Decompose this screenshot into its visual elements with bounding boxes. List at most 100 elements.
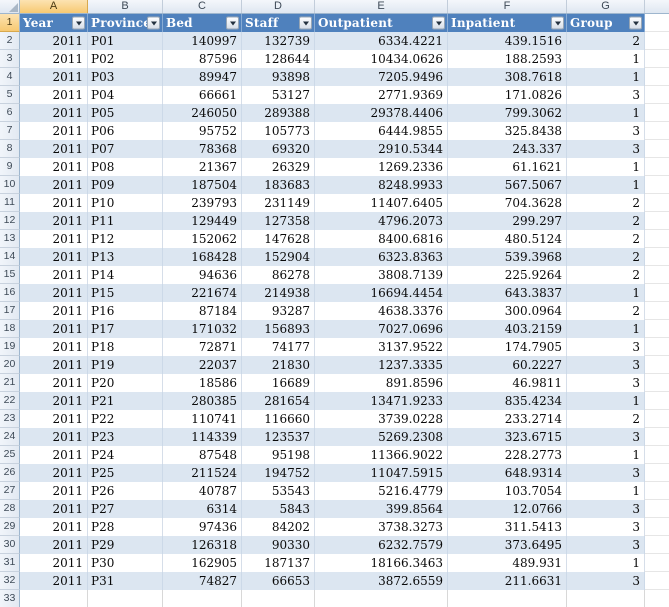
cell[interactable]: 1237.3335 (315, 356, 448, 374)
cell[interactable]: 140997 (163, 32, 242, 50)
cell[interactable]: 211.6631 (448, 572, 567, 590)
row-header-20[interactable]: 20 (0, 356, 20, 374)
cell[interactable]: 2011 (20, 320, 88, 338)
cell[interactable]: P21 (88, 392, 163, 410)
table-header-bed[interactable]: Bed (163, 14, 242, 32)
cell[interactable]: 22037 (163, 356, 242, 374)
cell[interactable]: 2011 (20, 194, 88, 212)
cell[interactable]: 308.7618 (448, 68, 567, 86)
row-header-30[interactable]: 30 (0, 536, 20, 554)
cell[interactable]: 3 (567, 140, 645, 158)
cell[interactable]: 480.5124 (448, 230, 567, 248)
cell[interactable]: 87184 (163, 302, 242, 320)
empty-cell[interactable] (645, 536, 669, 554)
cell[interactable]: 6314 (163, 500, 242, 518)
cell[interactable]: 87548 (163, 446, 242, 464)
cell[interactable]: 2 (567, 266, 645, 284)
cell[interactable]: 2011 (20, 518, 88, 536)
column-header-A[interactable]: A (20, 0, 88, 13)
cell[interactable]: 2011 (20, 554, 88, 572)
cell[interactable]: 21367 (163, 158, 242, 176)
filter-dropdown-button[interactable] (226, 16, 239, 30)
row-header-11[interactable]: 11 (0, 194, 20, 212)
cell[interactable]: 183683 (242, 176, 315, 194)
cell[interactable]: 228.2773 (448, 446, 567, 464)
cell[interactable]: 3 (567, 374, 645, 392)
cell[interactable]: 194752 (242, 464, 315, 482)
cell[interactable]: 2 (567, 302, 645, 320)
cell[interactable]: 2 (567, 212, 645, 230)
cell[interactable]: 114339 (163, 428, 242, 446)
cell[interactable]: P20 (88, 374, 163, 392)
table-header-staff[interactable]: Staff (242, 14, 315, 32)
row-header-14[interactable]: 14 (0, 248, 20, 266)
cell[interactable]: 5843 (242, 500, 315, 518)
cell[interactable]: 187504 (163, 176, 242, 194)
cell[interactable]: 171.0826 (448, 86, 567, 104)
cell[interactable]: P11 (88, 212, 163, 230)
row-header-7[interactable]: 7 (0, 122, 20, 140)
row-header-22[interactable]: 22 (0, 392, 20, 410)
empty-cell[interactable] (645, 86, 669, 104)
cell[interactable]: 11407.6405 (315, 194, 448, 212)
cell[interactable]: 2011 (20, 68, 88, 86)
cell[interactable]: 10434.0626 (315, 50, 448, 68)
cell[interactable]: 46.9811 (448, 374, 567, 392)
cell[interactable]: 1 (567, 284, 645, 302)
cell[interactable]: 3808.7139 (315, 266, 448, 284)
cell[interactable]: 3 (567, 500, 645, 518)
cell[interactable]: P30 (88, 554, 163, 572)
table-header-province[interactable]: Province (88, 14, 163, 32)
filter-dropdown-button[interactable] (299, 16, 312, 30)
cell[interactable]: 1269.2336 (315, 158, 448, 176)
cell[interactable]: 211524 (163, 464, 242, 482)
empty-cell[interactable] (645, 140, 669, 158)
cell[interactable]: 8400.6816 (315, 230, 448, 248)
empty-cell[interactable] (645, 194, 669, 212)
cell[interactable]: P22 (88, 410, 163, 428)
cell[interactable]: 69320 (242, 140, 315, 158)
cell[interactable]: 13471.9233 (315, 392, 448, 410)
empty-cell[interactable] (567, 590, 645, 607)
cell[interactable]: 103.7054 (448, 482, 567, 500)
cell[interactable]: 2011 (20, 50, 88, 68)
row-header-25[interactable]: 25 (0, 446, 20, 464)
cell[interactable]: 2011 (20, 248, 88, 266)
cell[interactable]: 29378.4406 (315, 104, 448, 122)
cell[interactable]: P18 (88, 338, 163, 356)
cell[interactable]: P12 (88, 230, 163, 248)
cell[interactable]: P13 (88, 248, 163, 266)
row-header-1[interactable]: 1 (0, 14, 20, 32)
cell[interactable]: 5216.4779 (315, 482, 448, 500)
cell[interactable]: 162905 (163, 554, 242, 572)
cell[interactable]: 66661 (163, 86, 242, 104)
cell[interactable]: P04 (88, 86, 163, 104)
cell[interactable]: 2011 (20, 104, 88, 122)
cell[interactable]: P27 (88, 500, 163, 518)
cell[interactable]: 799.3062 (448, 104, 567, 122)
cell[interactable]: 2 (567, 410, 645, 428)
empty-cell[interactable] (645, 554, 669, 572)
cell[interactable]: 126318 (163, 536, 242, 554)
cell[interactable]: 3 (567, 428, 645, 446)
cell[interactable]: 187137 (242, 554, 315, 572)
cell[interactable]: 1 (567, 482, 645, 500)
row-header-31[interactable]: 31 (0, 554, 20, 572)
cell[interactable]: P08 (88, 158, 163, 176)
empty-cell[interactable] (645, 518, 669, 536)
row-header-27[interactable]: 27 (0, 482, 20, 500)
empty-cell[interactable] (645, 284, 669, 302)
cell[interactable]: 2011 (20, 536, 88, 554)
row-header-17[interactable]: 17 (0, 302, 20, 320)
cell[interactable]: 128644 (242, 50, 315, 68)
cell[interactable]: 16689 (242, 374, 315, 392)
cell[interactable]: P26 (88, 482, 163, 500)
cell[interactable]: 66653 (242, 572, 315, 590)
cell[interactable]: 2 (567, 230, 645, 248)
cell[interactable]: 53543 (242, 482, 315, 500)
cell[interactable]: 1 (567, 392, 645, 410)
cell[interactable]: 2011 (20, 428, 88, 446)
empty-cell[interactable] (645, 410, 669, 428)
row-header-29[interactable]: 29 (0, 518, 20, 536)
empty-cell[interactable] (645, 176, 669, 194)
